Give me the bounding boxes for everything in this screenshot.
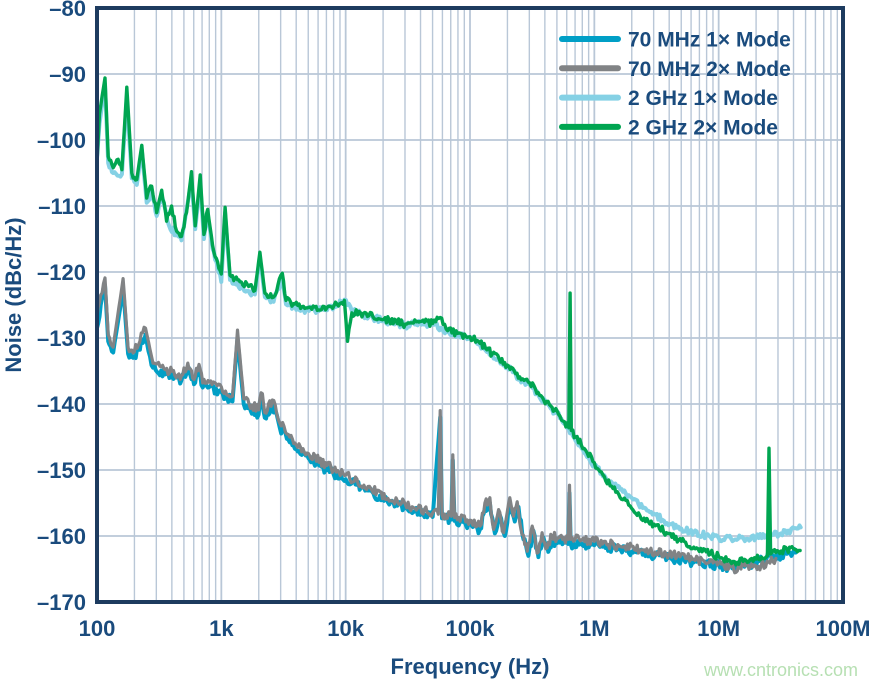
x-tick-label: 100 [79, 616, 116, 641]
y-tick-label: –160 [37, 524, 86, 549]
y-tick-label: –150 [37, 458, 86, 483]
legend-item: 70 MHz 2× Mode [559, 58, 791, 81]
legend-label: 2 GHz 2× Mode [628, 116, 778, 139]
x-tick-label: 100k [446, 616, 496, 641]
x-tick-label: 100M [815, 616, 870, 641]
legend-label: 70 MHz 1× Mode [628, 29, 791, 52]
y-tick-label: –80 [49, 0, 86, 21]
legend-item: 2 GHz 2× Mode [559, 116, 778, 139]
legend-label: 2 GHz 1× Mode [628, 87, 778, 110]
y-tick-label: –90 [49, 62, 86, 87]
y-tick-label: –130 [37, 326, 86, 351]
y-axis-title: Noise (dBc/Hz) [1, 217, 26, 373]
y-tick-label: –140 [37, 392, 86, 417]
curves [98, 76, 803, 575]
y-tick-label: –100 [37, 128, 86, 153]
series-2-ghz-2-mode [98, 76, 802, 567]
legend: 70 MHz 1× Mode 70 MHz 2× Mode 2 GHz 1× Mod… [559, 29, 791, 139]
x-tick-label: 1k [209, 616, 234, 641]
y-tick-label: –170 [37, 590, 86, 615]
x-tick-label: 1M [579, 616, 610, 641]
series-70-mhz-2-mode [98, 276, 778, 575]
y-tick-label: –120 [37, 260, 86, 285]
legend-item: 2 GHz 1× Mode [559, 87, 778, 110]
plot-frame [95, 6, 845, 604]
x-axis-title: Frequency (Hz) [390, 654, 550, 679]
watermark-text: www.cntronics.com [703, 660, 858, 680]
x-tick-label: 10k [327, 616, 364, 641]
y-tick-labels: –80 –90 –100 –110 –120 –130 –140 –150 –160 –170 [37, 0, 86, 615]
x-tick-label: 10M [697, 616, 740, 641]
y-tick-label: –110 [38, 194, 86, 219]
x-tick-labels: 100 1k 10k 100k 1M 10M 100M [79, 616, 871, 641]
legend-item: 70 MHz 1× Mode [559, 29, 791, 52]
legend-label: 70 MHz 2× Mode [628, 58, 791, 81]
